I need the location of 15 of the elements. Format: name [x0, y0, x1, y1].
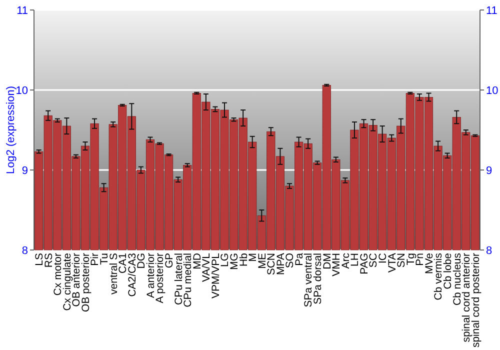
- x-tick-label: ventral S: [108, 253, 120, 294]
- y2-tick-label: 10: [486, 84, 498, 97]
- y-tick-label: 10: [16, 84, 28, 97]
- x-tick-label: Cb nucleus: [451, 253, 464, 306]
- x-tick-label: Hb: [238, 252, 250, 266]
- x-tick-label: Cx cingulate: [61, 252, 74, 311]
- y-tick-label: 11: [16, 4, 28, 17]
- x-tick-label: SC: [368, 252, 380, 268]
- y2-tick-label: 8: [486, 244, 492, 257]
- y-tick-label: 9: [22, 164, 28, 177]
- x-tick-label: Cb lobe: [442, 252, 454, 290]
- y-axis-title: Log2 (expression): [4, 86, 17, 174]
- y2-tick-label: 9: [486, 164, 492, 177]
- y2-tick-label: 11: [486, 4, 498, 17]
- y-tick-label: 8: [22, 244, 28, 257]
